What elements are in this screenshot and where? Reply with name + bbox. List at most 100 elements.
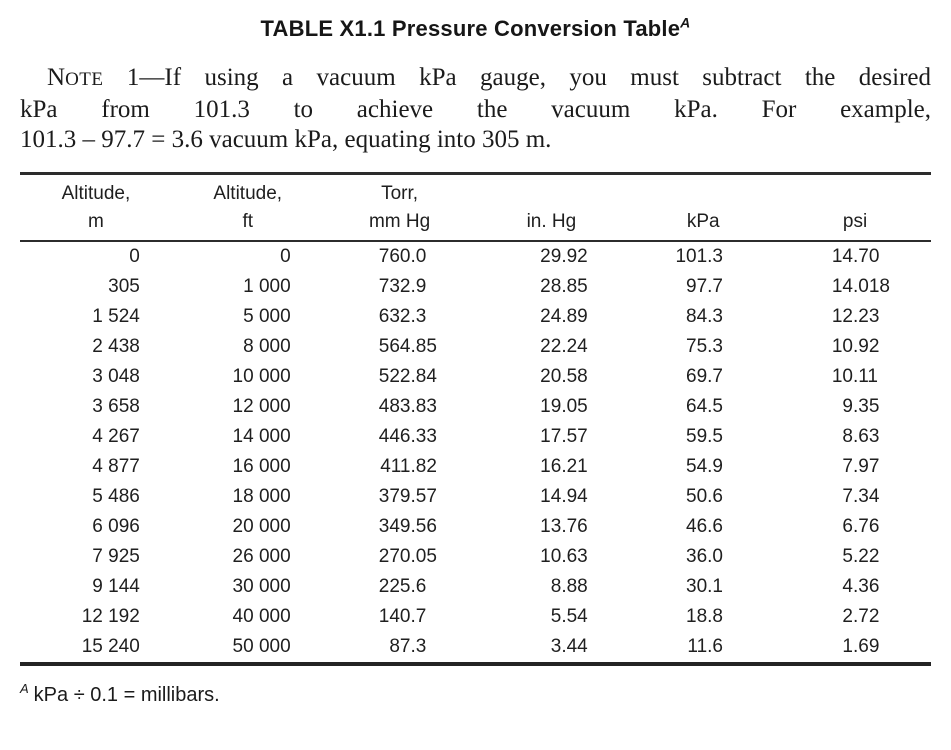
cell-torr-mm-hg: 87.3 — [389, 636, 427, 657]
cell-kpa: 101.3 — [675, 246, 723, 267]
cell-altitude-ft: 5 000 — [243, 306, 291, 327]
table-row: 12 192 40 000 140.7 5.54 18.8 2.72 — [20, 602, 931, 632]
note-line-3: 101.3 – 97.7 = 3.6 vacuum kPa, equating … — [20, 126, 552, 153]
cell-altitude-ft: 20 000 — [232, 516, 291, 537]
cell-psi: 9.35 — [842, 396, 880, 417]
table-row: 3 048 10 000 522.84 20.58 69.7 10.11 — [20, 362, 931, 392]
cell-torr-mm-hg: 632.3 — [378, 306, 427, 327]
cell-psi: 14.018 — [831, 276, 890, 297]
cell-altitude-ft: 14 000 — [232, 426, 291, 447]
cell-kpa: 30.1 — [686, 576, 723, 597]
cell-altitude-m: 5 486 — [92, 486, 140, 507]
cell-kpa: 69.7 — [686, 366, 723, 387]
cell-in-hg: 13.76 — [540, 516, 588, 537]
cell-altitude-ft: 26 000 — [232, 546, 291, 567]
cell-in-hg: 5.54 — [550, 606, 588, 627]
table-row: 6 096 20 000 349.56 13.76 46.6 6.76 — [20, 512, 931, 542]
cell-altitude-m: 6 096 — [92, 516, 140, 537]
cell-psi: 4.36 — [842, 576, 880, 597]
cell-psi: 14.70 — [831, 246, 880, 267]
cell-kpa: 50.6 — [686, 486, 723, 507]
document-content: TABLE X1.1 Pressure Conversion TableA NO… — [20, 0, 931, 707]
table-row: 2 438 8 000 564.85 22.24 75.3 10.92 — [20, 332, 931, 362]
pressure-conversion-table: Altitude, m Altitude, ft Torr, mm Hg in. Hg kPa… — [20, 172, 931, 666]
cell-kpa: 84.3 — [686, 306, 723, 327]
cell-kpa: 18.8 — [686, 606, 723, 627]
cell-in-hg: 19.05 — [540, 396, 588, 417]
cell-in-hg: 16.21 — [540, 456, 588, 477]
note-label-smallcaps: OTE — [65, 69, 104, 90]
cell-torr-mm-hg: 564.85 — [378, 336, 437, 357]
cell-in-hg: 14.94 — [540, 486, 588, 507]
cell-in-hg: 29.92 — [540, 246, 588, 267]
cell-kpa: 64.5 — [686, 396, 723, 417]
cell-torr-mm-hg: 140.7 — [378, 606, 427, 627]
column-header-psi: psi — [842, 211, 868, 232]
cell-torr-mm-hg: 483.83 — [378, 396, 437, 417]
note-line-2: kPa from 101.3 to achieve the vacuum kPa… — [20, 96, 931, 123]
cell-kpa: 75.3 — [686, 336, 723, 357]
note-label-cap: N — [47, 64, 66, 91]
table-row: 3 658 12 000 483.83 19.05 64.5 9.35 — [20, 392, 931, 422]
cell-altitude-m: 305 — [108, 276, 140, 297]
cell-altitude-ft: 8 000 — [243, 336, 291, 357]
table-title-footnote-ref: A — [680, 14, 691, 31]
cell-altitude-m: 12 192 — [81, 606, 140, 627]
table-row: 5 486 18 000 379.57 14.94 50.6 7.34 — [20, 482, 931, 512]
table-row: 15 240 50 000 87.3 3.44 11.6 1.69 — [20, 632, 931, 664]
cell-psi: 10.11 — [831, 366, 879, 387]
column-header-altitude-m: Altitude, m — [61, 183, 131, 232]
table-row: 1 524 5 000 632.3 24.89 84.3 12.23 — [20, 302, 931, 332]
table-row: 4 267 14 000 446.33 17.57 59.5 8.63 — [20, 422, 931, 452]
cell-altitude-m: 2 438 — [92, 336, 140, 357]
cell-torr-mm-hg: 732.9 — [378, 276, 427, 297]
cell-in-hg: 28.85 — [540, 276, 588, 297]
cell-altitude-m: 0 — [129, 246, 140, 267]
cell-altitude-m: 7 925 — [92, 546, 140, 567]
cell-in-hg: 22.24 — [540, 336, 588, 357]
cell-psi: 8.63 — [842, 426, 880, 447]
cell-altitude-ft: 0 — [280, 246, 291, 267]
note-paragraph: NOTE 1—If using a vacuum kPa gauge, you … — [20, 63, 931, 155]
cell-psi: 12.23 — [831, 306, 880, 327]
cell-kpa: 46.6 — [686, 516, 723, 537]
table-title-text: TABLE X1.1 Pressure Conversion Table — [260, 16, 681, 41]
cell-altitude-ft: 16 000 — [232, 456, 291, 477]
column-header-in-hg: in. Hg — [526, 211, 577, 232]
table-row: 4 877 16 000 411.82 16.21 54.9 7.97 — [20, 452, 931, 482]
cell-altitude-ft: 10 000 — [232, 366, 291, 387]
footnote-marker: A — [20, 681, 29, 697]
cell-psi: 5.22 — [842, 546, 880, 567]
cell-altitude-m: 4 267 — [92, 426, 140, 447]
footnote-text: kPa ÷ 0.1 = millibars. — [33, 684, 220, 706]
cell-altitude-ft: 50 000 — [232, 636, 291, 657]
table-header-row: Altitude, m Altitude, ft Torr, mm Hg in. Hg kPa… — [20, 174, 931, 242]
cell-altitude-ft: 1 000 — [243, 276, 291, 297]
cell-altitude-m: 4 877 — [92, 456, 140, 477]
cell-psi: 2.72 — [842, 606, 880, 627]
table-row: 9 144 30 000 225.6 8.88 30.1 4.36 — [20, 572, 931, 602]
cell-in-hg: 24.89 — [540, 306, 588, 327]
cell-torr-mm-hg: 446.33 — [378, 426, 437, 447]
cell-torr-mm-hg: 760.0 — [378, 246, 427, 267]
cell-torr-mm-hg: 411.82 — [380, 456, 437, 477]
cell-kpa: 36.0 — [686, 546, 723, 567]
table-row: 0 0 760.0 29.92 101.3 14.70 — [20, 241, 931, 272]
cell-in-hg: 10.63 — [540, 546, 588, 567]
cell-psi: 7.34 — [842, 486, 880, 507]
cell-kpa: 97.7 — [686, 276, 723, 297]
cell-torr-mm-hg: 349.56 — [378, 516, 437, 537]
table-body: 0 0 760.0 29.92 101.3 14.70 305 1 000 732.9 28.85… — [20, 241, 931, 664]
cell-psi: 6.76 — [842, 516, 880, 537]
cell-in-hg: 3.44 — [550, 636, 588, 657]
note-line-1: NOTE 1—If using a vacuum kPa gauge, you … — [20, 63, 931, 95]
cell-in-hg: 17.57 — [540, 426, 588, 447]
cell-altitude-m: 15 240 — [81, 636, 140, 657]
cell-altitude-m: 3 658 — [92, 396, 140, 417]
cell-psi: 7.97 — [842, 456, 880, 477]
cell-psi: 1.69 — [842, 636, 880, 657]
cell-altitude-m: 9 144 — [92, 576, 140, 597]
column-header-torr-mm-hg: Torr, mm Hg — [368, 183, 431, 232]
table-row: 305 1 000 732.9 28.85 97.7 14.018 — [20, 272, 931, 302]
